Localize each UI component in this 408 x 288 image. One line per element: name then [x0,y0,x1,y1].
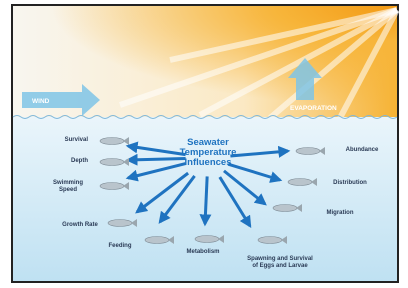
fish [145,237,169,244]
fish [273,205,297,212]
fish [195,236,219,243]
center-title-line: Influences [185,157,232,168]
influence-label: Growth Rate [62,222,98,228]
influence-label: of Eggs and Larvae [252,263,308,269]
fish [100,183,124,190]
fish [288,179,312,186]
arrow [128,159,186,160]
influence-label: Survival [65,137,89,143]
fish [258,237,282,244]
influence-label: Migration [327,210,354,216]
fish [100,138,124,145]
influence-label: Abundance [346,147,379,153]
influence-label: Metabolism [186,249,219,255]
wind-label: WIND [32,98,50,105]
influence-label: Spawning and Survival [247,256,313,262]
influence-label: Swimming [53,180,83,186]
fish [108,220,132,227]
influence-label: Speed [59,187,77,193]
fish [296,148,320,155]
influence-label: Depth [71,158,88,164]
fish [100,159,124,166]
influence-label: Feeding [108,243,131,249]
diagram: WIND EVAPORATION SeawaterTemperatureInfl… [0,0,408,288]
influence-label: Distribution [333,180,367,186]
evaporation-label: EVAPORATION [290,105,337,112]
page: {"labels": {"wind": "WIND", "evaporation… [0,0,408,288]
